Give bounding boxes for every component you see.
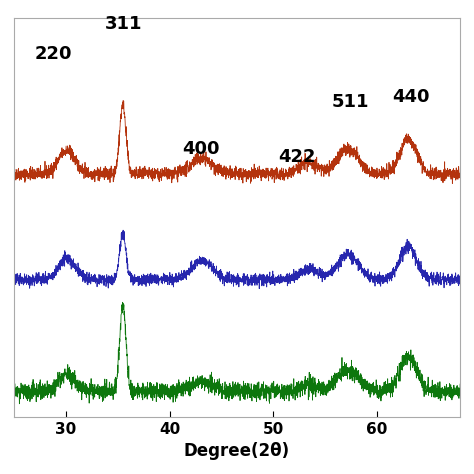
Text: 511: 511 [331, 93, 369, 111]
X-axis label: Degree(2θ): Degree(2θ) [184, 442, 290, 460]
Text: 400: 400 [182, 140, 219, 158]
Text: 440: 440 [392, 88, 430, 106]
Text: 422: 422 [279, 148, 316, 166]
Text: 220: 220 [35, 45, 72, 63]
Text: 311: 311 [105, 15, 143, 33]
